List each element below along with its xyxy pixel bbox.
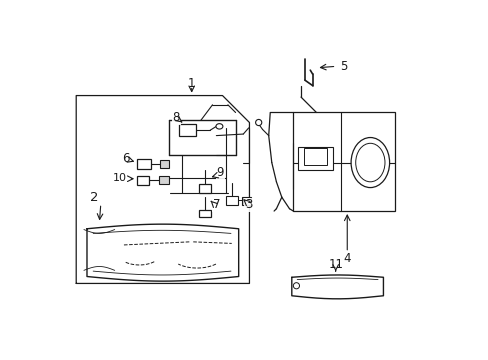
Polygon shape [87,224,238,281]
Text: 11: 11 [327,258,343,271]
FancyBboxPatch shape [198,210,210,217]
Text: 7: 7 [212,198,220,211]
FancyBboxPatch shape [225,195,238,205]
Ellipse shape [293,283,299,289]
FancyBboxPatch shape [158,176,169,184]
Ellipse shape [350,138,389,188]
FancyBboxPatch shape [297,147,332,170]
Text: 4: 4 [343,252,350,265]
FancyBboxPatch shape [304,148,326,165]
FancyBboxPatch shape [198,184,210,193]
FancyBboxPatch shape [241,197,250,205]
FancyBboxPatch shape [137,176,149,185]
Text: 10: 10 [113,173,127,183]
FancyBboxPatch shape [179,124,196,136]
Bar [293,112,394,211]
Polygon shape [291,275,383,299]
FancyBboxPatch shape [160,160,169,168]
Text: 8: 8 [172,111,180,125]
Text: 1: 1 [187,77,195,90]
Ellipse shape [216,124,223,129]
FancyBboxPatch shape [137,159,151,170]
Ellipse shape [355,143,384,182]
Ellipse shape [255,120,261,126]
Text: 2: 2 [90,191,99,204]
Text: 5: 5 [339,60,346,73]
Text: 9: 9 [216,166,224,179]
Text: 3: 3 [244,198,252,211]
Text: 6: 6 [122,152,129,165]
